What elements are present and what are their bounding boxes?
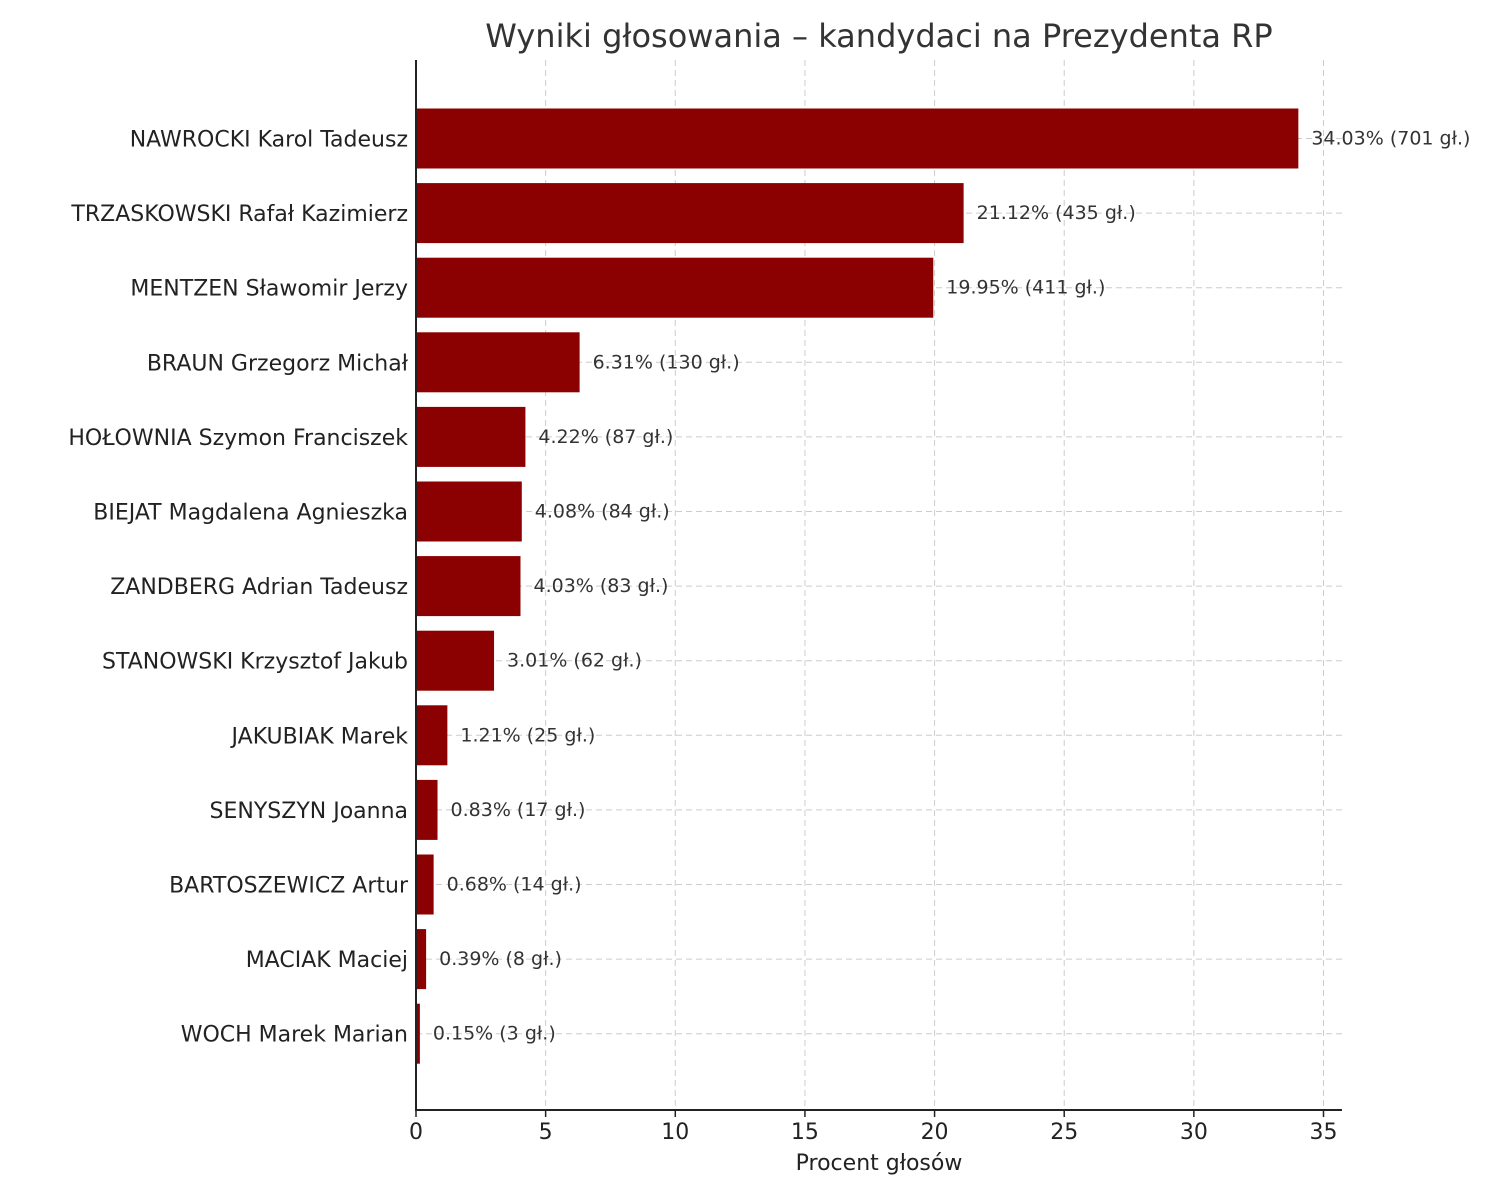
bar <box>416 183 964 244</box>
category-label: BIEJAT Magdalena Agnieszka <box>93 501 408 526</box>
bar <box>416 779 438 840</box>
category-label: HOŁOWNIA Szymon Franciszek <box>68 426 408 451</box>
bar-value-label: 1.21% (25 gł.) <box>460 724 595 746</box>
x-tick-label: 20 <box>921 1120 949 1145</box>
bar <box>416 556 521 617</box>
bar-value-label: 6.31% (130 gł.) <box>593 351 740 373</box>
bar <box>416 929 427 990</box>
bar <box>416 257 934 318</box>
bar <box>416 108 1299 169</box>
category-label: JAKUBIAK Marek <box>230 724 409 749</box>
bar <box>416 854 434 915</box>
bar <box>416 332 580 393</box>
bar-value-label: 4.08% (84 gł.) <box>535 501 670 523</box>
x-axis-label: Procent głosów <box>796 1151 963 1176</box>
bar <box>416 1003 420 1064</box>
data-labels: 34.03% (701 gł.) 21.12% (435 gł.) 19.95% (… <box>433 128 1471 1045</box>
category-label: BARTOSZEWICZ Artur <box>169 874 409 899</box>
category-label: ZANDBERG Adrian Tadeusz <box>110 575 408 600</box>
bar-value-label: 21.12% (435 gł.) <box>977 202 1136 224</box>
bar <box>416 705 448 766</box>
category-label: NAWROCKI Karol Tadeusz <box>130 128 408 153</box>
x-tick-label: 0 <box>409 1120 423 1145</box>
category-label: SENYSZYN Joanna <box>210 799 408 824</box>
bars <box>416 108 1299 1064</box>
x-tick-label: 35 <box>1310 1120 1338 1145</box>
bar-value-label: 0.15% (3 gł.) <box>433 1023 556 1045</box>
bar <box>416 481 522 542</box>
x-tick-label: 15 <box>791 1120 819 1145</box>
bar-value-label: 34.03% (701 gł.) <box>1311 128 1470 150</box>
x-tick-label: 5 <box>539 1120 553 1145</box>
x-tick-label: 30 <box>1180 1120 1208 1145</box>
chart-title: Wyniki głosowania – kandydaci na Prezyde… <box>485 17 1272 55</box>
bar-value-label: 4.22% (87 gł.) <box>538 426 673 448</box>
bar-value-label: 0.68% (14 gł.) <box>447 874 582 896</box>
category-label: WOCH Marek Marian <box>181 1023 408 1048</box>
category-labels: NAWROCKI Karol Tadeusz TRZASKOWSKI Rafał … <box>68 128 409 1048</box>
bar <box>416 406 526 467</box>
x-tick-label: 10 <box>661 1120 689 1145</box>
x-tick-label: 25 <box>1050 1120 1078 1145</box>
category-label: BRAUN Grzegorz Michał <box>147 351 409 376</box>
bar-value-label: 19.95% (411 gł.) <box>946 277 1105 299</box>
category-label: STANOWSKI Krzysztof Jakub <box>102 650 408 675</box>
category-label: MENTZEN Sławomir Jerzy <box>130 277 408 302</box>
x-tick-labels: 0 5 10 15 20 25 30 35 <box>409 1110 1338 1145</box>
bar-value-label: 0.83% (17 gł.) <box>451 799 586 821</box>
bar <box>416 630 495 691</box>
bar-value-label: 0.39% (8 gł.) <box>439 948 562 970</box>
bar-value-label: 4.03% (83 gł.) <box>533 575 668 597</box>
category-label: TRZASKOWSKI Rafał Kazimierz <box>70 202 408 227</box>
category-label: MACIAK Maciej <box>246 948 408 973</box>
bar-value-label: 3.01% (62 gł.) <box>507 650 642 672</box>
